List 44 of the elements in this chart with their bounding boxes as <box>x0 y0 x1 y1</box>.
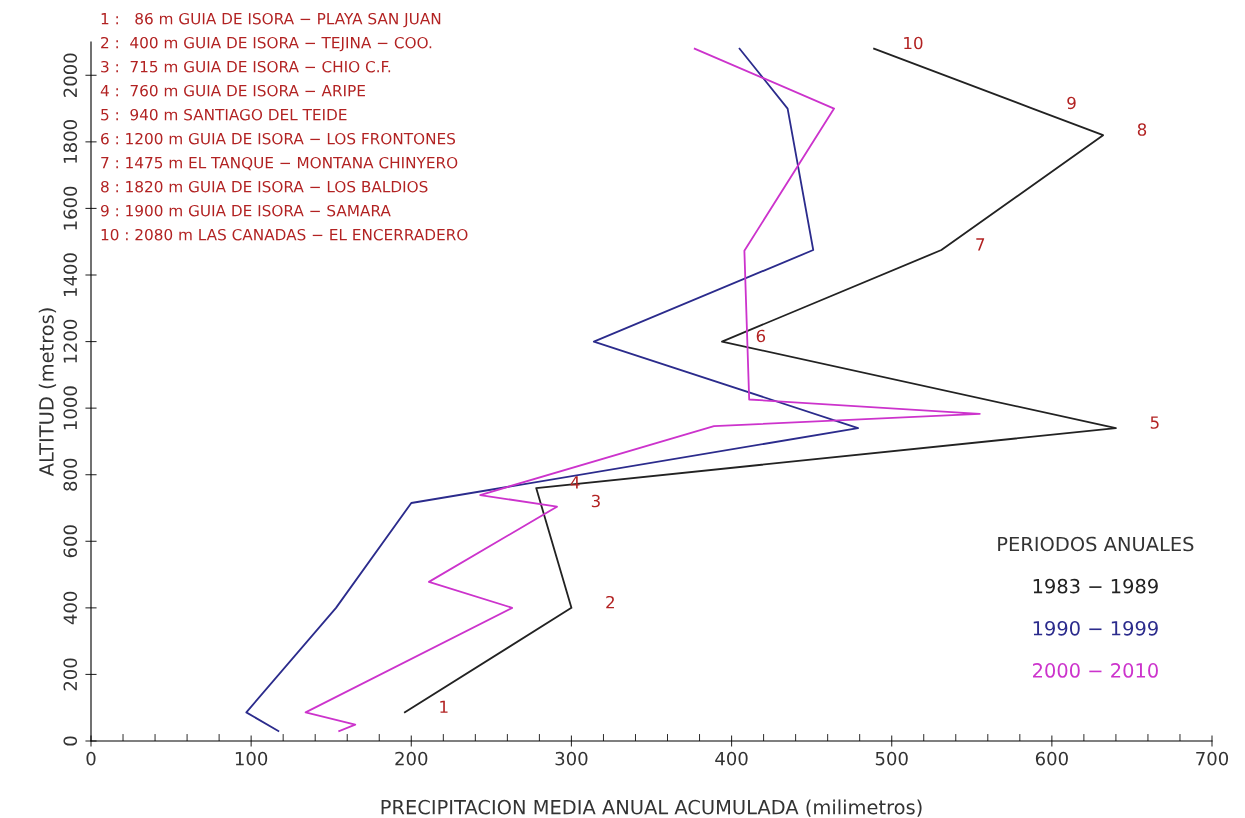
x-tick-label: 300 <box>555 751 588 766</box>
annotation: 8 : 1820 m GUIA DE ISORA − LOS BALDIOS <box>101 180 428 193</box>
y-tick-label: 1400 <box>63 253 78 296</box>
x-tick-label: 0 <box>86 751 96 766</box>
text: 1990 − 1999 <box>1033 620 1158 636</box>
annotation: 6 <box>756 329 766 343</box>
legend-title: PERIODOS ANUALES <box>998 536 1194 552</box>
annotation: 2 : 400 m GUIA DE ISORA − TEJINA − COO. <box>101 36 432 52</box>
x-tick-label: 400 <box>715 751 748 766</box>
text: 2000 − 2010 <box>1033 663 1158 678</box>
y-tick-label: 1600 <box>63 186 78 230</box>
y-tick-label: 2000 <box>63 53 78 97</box>
x-tick-label: 700 <box>1196 751 1229 766</box>
annotation: 8 <box>1137 123 1147 136</box>
annotation: 9 <box>1067 96 1076 110</box>
y-tick-label: 1200 <box>63 319 78 363</box>
y-tick-label: 400 <box>63 591 78 625</box>
annotation: 3 <box>591 494 600 508</box>
annotation: 9 : 1900 m GUIA DE ISORA − SAMARA <box>100 204 391 217</box>
annotation: 4 : 760 m GUIA DE ISORA − ARIPE <box>100 84 365 97</box>
annotation: 2 <box>606 595 614 609</box>
annotation: 6 : 1200 m GUIA DE ISORA − LOS FRONTONES <box>101 132 456 145</box>
y-axis-title: ALTITUD (metros) <box>38 308 57 477</box>
x-axis-title: PRECIPITACION MEDIA ANUAL ACUMULADA (milimetros) <box>381 799 922 817</box>
text: 1983 − 1989 <box>1033 578 1158 594</box>
y-tick-label: 800 <box>63 458 78 491</box>
annotation: 1 <box>440 700 448 713</box>
annotation: 7 <box>976 238 985 251</box>
annotation: 7 : 1475 m EL TANQUE − MONTANA CHINYERO <box>101 156 458 171</box>
x-tick-label: 200 <box>395 751 428 766</box>
x-tick-label: 100 <box>235 751 268 766</box>
text: 1 : 86 m GUIA DE ISORA − PLAYA SAN JUAN <box>101 12 441 28</box>
annotation: 10 : 2080 m LAS CANADAS − EL ENCERRADERO <box>101 228 468 241</box>
annotation: 3 : 715 m GUIA DE ISORA − CHIO C.F. <box>101 60 391 73</box>
x-tick-label: 600 <box>1035 751 1068 766</box>
y-tick-label: 600 <box>63 525 78 558</box>
y-tick-label: 1000 <box>63 386 78 430</box>
y-tick-label: 1800 <box>63 120 78 163</box>
annotation: 5 <box>1150 416 1159 429</box>
y-tick-label: 0 <box>63 736 78 746</box>
annotation: 5 : 940 m SANTIAGO DEL TEIDE <box>101 108 347 121</box>
x-tick-label: 500 <box>875 751 908 766</box>
annotation: 10 <box>904 36 923 50</box>
y-tick-label: 200 <box>63 658 78 691</box>
